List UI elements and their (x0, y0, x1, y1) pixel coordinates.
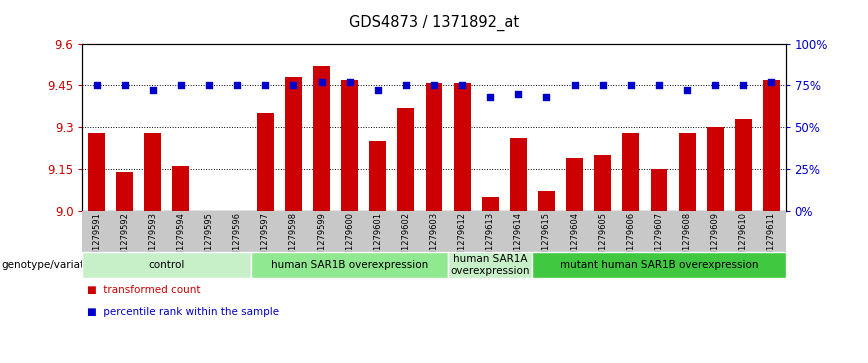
Text: human SAR1B overexpression: human SAR1B overexpression (271, 260, 428, 270)
Point (511, 91, 525, 97)
Bar (257, 113, 273, 211)
Text: ■  transformed count: ■ transformed count (87, 285, 201, 295)
Point (427, 82, 441, 88)
Text: control: control (148, 260, 185, 270)
Point (202, 82, 216, 88)
Text: GSM1279605: GSM1279605 (598, 212, 608, 268)
Text: genotype/variation: genotype/variation (2, 260, 101, 270)
Text: GSM1279603: GSM1279603 (430, 212, 438, 269)
Text: GSM1279602: GSM1279602 (401, 212, 411, 268)
Bar (735, 119, 752, 211)
Point (314, 79, 328, 85)
Point (118, 82, 132, 88)
Text: GSM1279613: GSM1279613 (486, 212, 495, 269)
Text: GSM1279600: GSM1279600 (345, 212, 354, 268)
Bar (707, 127, 724, 211)
Bar (369, 141, 386, 211)
Text: GSM1279606: GSM1279606 (627, 212, 635, 269)
Point (399, 82, 413, 88)
Text: GSM1279611: GSM1279611 (767, 212, 776, 268)
Point (483, 94, 497, 100)
Bar (538, 191, 555, 211)
Bar (398, 107, 414, 211)
Text: ▶: ▶ (99, 260, 106, 270)
Text: GSM1279593: GSM1279593 (148, 212, 157, 268)
Text: GSM1279610: GSM1279610 (739, 212, 748, 268)
Bar (510, 138, 527, 211)
Bar (679, 132, 695, 211)
Bar (88, 132, 105, 211)
Bar (144, 132, 161, 211)
Text: GDS4873 / 1371892_at: GDS4873 / 1371892_at (349, 15, 519, 31)
Text: mutant human SAR1B overexpression: mutant human SAR1B overexpression (560, 260, 759, 270)
Point (568, 82, 582, 88)
Point (286, 82, 300, 88)
Bar (313, 66, 330, 211)
Bar (116, 172, 133, 211)
Bar (763, 80, 780, 211)
Point (681, 87, 694, 93)
Bar (482, 197, 499, 211)
Bar (285, 77, 302, 211)
Text: GSM1279612: GSM1279612 (457, 212, 467, 268)
Text: GSM1279614: GSM1279614 (514, 212, 523, 268)
Point (652, 82, 666, 88)
Point (230, 82, 244, 88)
Point (89, 82, 103, 88)
Bar (650, 169, 667, 211)
Text: GSM1279601: GSM1279601 (373, 212, 382, 268)
Text: GSM1279595: GSM1279595 (205, 212, 214, 268)
Bar (595, 155, 611, 211)
Point (708, 82, 722, 88)
Point (736, 82, 750, 88)
Text: GSM1279608: GSM1279608 (682, 212, 692, 269)
Text: human SAR1A
overexpression: human SAR1A overexpression (450, 254, 530, 276)
Point (540, 94, 554, 100)
Bar (454, 82, 470, 211)
Text: GSM1279607: GSM1279607 (654, 212, 663, 269)
Point (455, 82, 469, 88)
Text: GSM1279597: GSM1279597 (260, 212, 270, 268)
Point (371, 87, 385, 93)
Text: GSM1279591: GSM1279591 (92, 212, 101, 268)
Text: GSM1279609: GSM1279609 (711, 212, 720, 268)
Text: GSM1279604: GSM1279604 (570, 212, 579, 268)
Point (259, 82, 273, 88)
Point (343, 79, 357, 85)
Bar (341, 80, 358, 211)
Point (765, 79, 779, 85)
Point (174, 82, 187, 88)
Bar (173, 166, 189, 211)
Text: GSM1279594: GSM1279594 (176, 212, 186, 268)
Text: GSM1279596: GSM1279596 (233, 212, 241, 268)
Bar (425, 82, 443, 211)
Text: GSM1279599: GSM1279599 (317, 212, 326, 268)
Point (595, 82, 609, 88)
Text: GSM1279598: GSM1279598 (289, 212, 298, 268)
Text: ■  percentile rank within the sample: ■ percentile rank within the sample (87, 307, 279, 317)
Bar (566, 158, 583, 211)
Point (624, 82, 638, 88)
Bar (622, 132, 640, 211)
Text: GSM1279592: GSM1279592 (120, 212, 129, 268)
Point (146, 87, 160, 93)
Text: GSM1279615: GSM1279615 (542, 212, 551, 268)
